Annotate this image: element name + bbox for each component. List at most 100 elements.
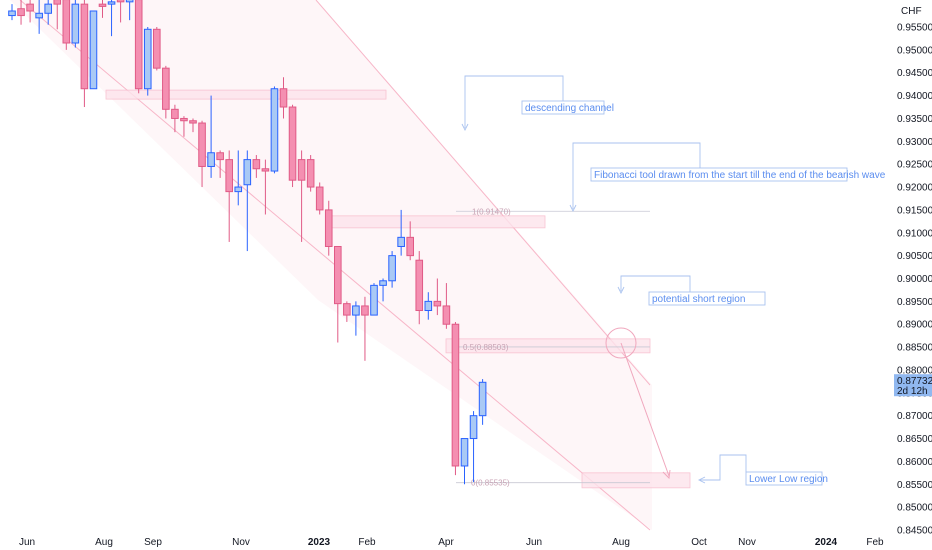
- candle: [171, 104, 179, 133]
- candle: [397, 209, 405, 256]
- candle: [125, 0, 134, 21]
- candle: [261, 159, 270, 215]
- y-tick-label: 0.88000: [897, 365, 932, 376]
- candle-body: [370, 284, 378, 316]
- candle: [415, 251, 424, 325]
- candle: [17, 0, 25, 25]
- candle-body: [225, 159, 233, 193]
- candle: [343, 301, 351, 322]
- y-tick-label: 0.94000: [897, 91, 932, 102]
- candle: [460, 438, 469, 485]
- y-tick-label: 0.90000: [897, 274, 932, 285]
- candle: [442, 283, 451, 329]
- fib-label: 0.5(0.88503): [463, 343, 509, 352]
- callout-text: Fibonacci tool drawn from the start till…: [594, 170, 886, 181]
- callout-box: [590, 167, 848, 182]
- candle: [361, 296, 369, 361]
- fib-label: 1(0.91470): [472, 207, 511, 216]
- candle: [162, 65, 170, 119]
- annotation-potential-short[interactable]: potential short region: [620, 275, 766, 306]
- candle: [143, 27, 152, 96]
- x-tick-label: Aug: [95, 537, 113, 548]
- candle: [288, 104, 297, 188]
- candle-body: [388, 255, 396, 282]
- candle-body: [406, 236, 414, 257]
- candle: [216, 150, 224, 178]
- y-tick-label: 0.84500: [897, 526, 932, 537]
- currency-label: CHF: [901, 6, 922, 17]
- y-tick-label: 0.86500: [897, 434, 932, 445]
- candle: [469, 411, 478, 482]
- candle: [26, 0, 34, 23]
- candle-body: [107, 1, 116, 5]
- candle-body: [62, 0, 71, 44]
- annotations-layer: descending channel Fibonacci tool drawn f…: [461, 75, 886, 486]
- candle: [225, 150, 233, 242]
- x-tick-label: Nov: [232, 537, 250, 548]
- candle-body: [334, 245, 342, 305]
- candle: [80, 0, 89, 108]
- projection-line: [620, 342, 670, 477]
- candle-body: [379, 280, 387, 286]
- candles-layer: [8, 0, 487, 485]
- candle-body: [315, 186, 324, 211]
- y-tick-label: 0.91000: [897, 228, 932, 239]
- x-tick-label: 2023: [308, 537, 331, 548]
- candle-body: [134, 0, 143, 90]
- callout-connector: [464, 75, 564, 128]
- candle-body: [171, 108, 179, 119]
- candle-body: [460, 438, 469, 467]
- y-tick-label: 0.90500: [897, 251, 932, 262]
- candle: [89, 10, 98, 90]
- zone-fib-05: [445, 338, 651, 354]
- candle-body: [261, 168, 270, 172]
- y-tick-label: 0.95000: [897, 45, 932, 56]
- annotation-descending-channel[interactable]: descending channel: [464, 75, 614, 128]
- candle: [198, 120, 206, 188]
- candle-body: [433, 300, 442, 307]
- y-tick-label: 0.93000: [897, 137, 932, 148]
- candle-body: [116, 0, 125, 3]
- candle-body: [243, 159, 252, 186]
- annotation-fibonacci[interactable]: Fibonacci tool drawn from the start till…: [572, 142, 886, 209]
- y-axis: CHF 0.95500 0.95000 0.94500 0.94000 0.93500 0.…: [894, 6, 932, 537]
- candle-body: [162, 67, 170, 110]
- annotation-lower-low[interactable]: Lower Low region: [700, 454, 828, 486]
- candle-body: [89, 10, 98, 90]
- candle: [98, 0, 107, 18]
- x-tick-label: Oct: [691, 537, 707, 548]
- candle-body: [98, 3, 107, 7]
- zone-top-resistance: [105, 89, 387, 100]
- callout-connector: [700, 454, 747, 481]
- candle-body: [17, 8, 25, 17]
- candle: [134, 0, 143, 94]
- y-tick-label: 0.92500: [897, 160, 932, 171]
- timeframe-text: 2d 12h: [897, 386, 928, 397]
- candle-body: [361, 305, 369, 316]
- candle-body: [153, 28, 161, 69]
- x-tick-label: Feb: [866, 537, 884, 548]
- candle-body: [343, 303, 351, 316]
- x-tick-label: Sep: [144, 537, 162, 548]
- candle-body: [424, 300, 433, 312]
- candle-body: [306, 159, 315, 188]
- candle-body: [352, 305, 360, 316]
- candle: [306, 155, 315, 192]
- candle-body: [442, 305, 451, 325]
- candle: [62, 0, 71, 50]
- callout-box: [745, 471, 823, 486]
- callout-text: Lower Low region: [749, 474, 828, 485]
- candle: [107, 0, 116, 37]
- candle-body: [125, 0, 134, 3]
- candle: [451, 321, 460, 476]
- callout-text: potential short region: [652, 294, 745, 305]
- channel-upper-line: [315, 0, 651, 386]
- candle: [433, 278, 442, 316]
- candle-body: [469, 415, 478, 440]
- candle: [406, 221, 414, 261]
- y-tick-label: 0.88500: [897, 343, 932, 354]
- zones-layer: 1(0.91470) 0.5(0.88503) 0(0.85535): [105, 89, 691, 489]
- candle: [478, 379, 487, 425]
